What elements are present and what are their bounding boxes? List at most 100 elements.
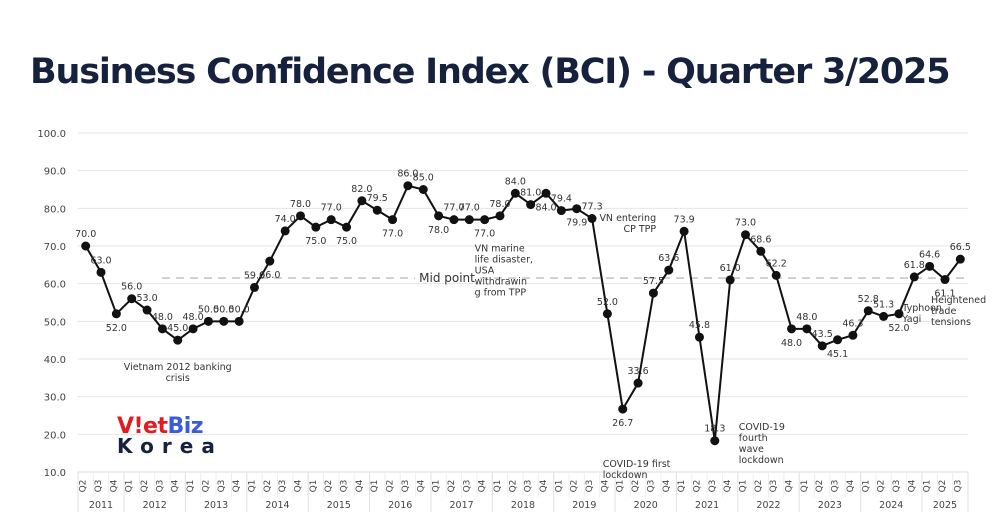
data-label: 62.2: [766, 258, 787, 269]
data-label: 77.0: [382, 229, 403, 240]
data-point: [188, 324, 198, 334]
x-tick-quarter: Q1: [616, 480, 626, 493]
annotation-line: tensions: [931, 317, 971, 328]
data-label: 79.5: [367, 193, 388, 204]
x-tick-quarter: Q1: [309, 480, 319, 493]
data-point: [480, 215, 490, 225]
data-point: [572, 204, 582, 214]
x-tick-quarter: Q3: [155, 480, 165, 493]
data-point: [694, 332, 704, 342]
data-label: 64.6: [919, 249, 940, 260]
data-label: 48.0: [796, 312, 817, 323]
x-tick-quarter: Q4: [109, 479, 119, 492]
x-tick-quarter: Q4: [478, 479, 488, 492]
data-label: 52.0: [106, 323, 127, 334]
data-point: [894, 309, 904, 319]
x-tick-quarter: Q1: [247, 480, 257, 493]
x-tick-quarter: Q1: [432, 480, 442, 493]
y-tick-label: 20.0: [44, 430, 66, 441]
x-tick-quarter: Q2: [938, 480, 948, 493]
data-point: [541, 188, 551, 198]
x-tick-quarter: Q3: [462, 480, 472, 493]
data-label: 74.0: [275, 214, 296, 225]
x-tick-quarter: Q3: [278, 480, 288, 493]
data-point: [449, 215, 459, 225]
data-label: 48.0: [152, 312, 173, 323]
data-label: 77.0: [474, 229, 495, 240]
x-tick-quarter: Q1: [923, 480, 933, 493]
vietbiz-korea-logo: V!etBiz Korea: [117, 414, 223, 457]
x-tick-quarter: Q3: [585, 480, 595, 493]
x-tick-quarter: Q3: [94, 480, 104, 493]
data-point: [679, 226, 689, 236]
data-label: 61.8: [904, 260, 925, 271]
x-tick-quarter: Q3: [831, 480, 841, 493]
x-tick-quarter: Q3: [340, 480, 350, 493]
annotation-line: Heightened: [931, 295, 986, 306]
y-tick-label: 10.0: [44, 468, 66, 479]
data-point: [388, 215, 398, 225]
data-label: 50.0: [213, 304, 234, 315]
y-tick-label: 90.0: [44, 167, 66, 178]
data-label: 43.5: [812, 329, 833, 340]
data-label: 82.0: [351, 184, 372, 195]
data-label: 45.0: [167, 323, 188, 334]
data-label: 46.3: [842, 318, 863, 329]
annotation-line: wave: [739, 444, 764, 455]
x-tick-quarter: Q2: [754, 480, 764, 493]
x-tick-quarter: Q1: [800, 480, 810, 493]
data-label: 50.0: [229, 304, 250, 315]
y-tick-label: 40.0: [44, 355, 66, 366]
data-point: [157, 324, 167, 334]
x-tick-quarter: Q2: [140, 480, 150, 493]
data-point: [633, 378, 643, 388]
data-point: [403, 181, 413, 191]
data-label: 63.0: [90, 255, 111, 266]
data-point: [203, 316, 213, 326]
data-label: 73.9: [674, 214, 695, 225]
x-tick-quarter: Q2: [447, 480, 457, 493]
data-point: [96, 267, 106, 277]
x-tick-quarter: Q4: [416, 479, 426, 492]
bci-series-line: [84, 184, 962, 441]
logo-biz: Biz: [167, 414, 204, 439]
data-label: 70.0: [75, 229, 96, 240]
data-point: [756, 246, 766, 256]
data-label: 26.7: [612, 418, 633, 429]
x-tick-year: 2024: [879, 500, 903, 511]
x-tick-quarter: Q4: [539, 479, 549, 492]
annotation-line: trade: [931, 306, 956, 317]
data-label: 77.0: [459, 203, 480, 214]
data-point: [817, 341, 827, 351]
annotation-line: fourth: [739, 433, 768, 444]
annotation-line: CP TPP: [623, 224, 656, 235]
x-tick-quarter: Q4: [294, 479, 304, 492]
data-label: 18.3: [704, 424, 725, 435]
x-tick-quarter: Q1: [125, 480, 135, 493]
data-label: 33.6: [628, 366, 649, 377]
annotation-line: COVID-19: [739, 422, 785, 433]
annotation-line: lockdown: [603, 470, 648, 481]
data-label: 45.1: [827, 349, 848, 360]
x-tick-quarter: Q2: [386, 480, 396, 493]
data-point: [111, 309, 121, 319]
data-point: [280, 226, 290, 236]
annotation-line: VN marine: [475, 244, 525, 255]
x-tick-quarter: Q3: [953, 480, 963, 493]
annotation: Vietnam 2012 banking crisis: [124, 362, 232, 384]
data-point: [848, 330, 858, 340]
data-label: 61.1: [934, 289, 955, 300]
annotation-line: g from TPP: [475, 288, 527, 299]
data-label: 73.0: [735, 218, 756, 229]
data-label: 63.6: [658, 253, 679, 264]
data-label: 84.0: [505, 176, 526, 187]
data-point: [357, 196, 367, 206]
x-tick-year: 2017: [450, 500, 474, 511]
data-point: [664, 265, 674, 275]
x-tick-year: 2016: [388, 500, 412, 511]
x-tick-year: 2019: [572, 500, 596, 511]
x-tick-quarter: Q2: [79, 480, 89, 493]
x-tick-quarter: Q4: [907, 479, 917, 492]
annotation: Typhoon Yagi: [901, 303, 942, 325]
annotation-line: Yagi: [901, 314, 921, 325]
